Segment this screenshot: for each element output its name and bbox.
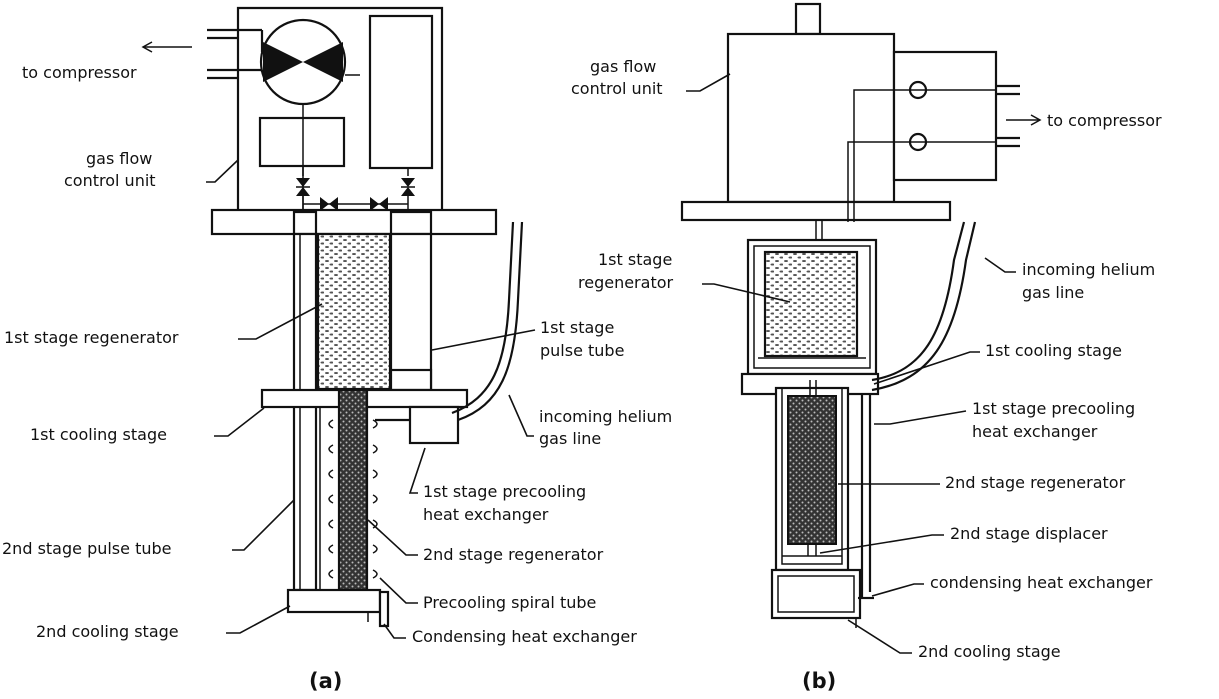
to-compressor-label: to compressor [1047,111,1162,130]
regenerator-1-b [763,250,859,358]
precooling-hx-1-label: heat exchanger [423,505,549,524]
precooling-hx-1-a [408,405,460,445]
condensing-hx-label: Condensing heat exchanger [412,627,637,646]
pulse-tube-1-a [389,232,433,391]
panel-a: to compressor gas flow control unit 1st … [2,6,672,693]
precooling-spiral-label: Precooling spiral tube [423,593,596,612]
rotary-valve-icon [259,18,347,106]
incoming-helium-label: incoming helium [1022,260,1155,279]
precooling-hx-1-label: 1st stage precooling [423,482,586,501]
panel-a-caption: (a) [309,669,342,693]
gas-flow-control-unit-label: control unit [64,171,156,190]
panel-b-caption: (b) [802,669,836,693]
gas-flow-control-unit-label: gas flow [86,149,152,168]
cooling-stage-2-label: 2nd cooling stage [918,642,1061,661]
cooling-stage-2-a [286,588,382,614]
regenerator-2-label: 2nd stage regenerator [945,473,1126,492]
gas-flow-control-unit-label: control unit [571,79,663,98]
pulse-tube-1-label: pulse tube [540,341,624,360]
regenerator-2-a [337,388,369,592]
displacer-label: 2nd stage displacer [950,524,1108,543]
cooling-stage-2-b [770,568,862,620]
pulse-tube-2-label: 2nd stage pulse tube [2,539,171,558]
pulse-tube-1-label: 1st stage [540,318,614,337]
regenerator-1-label: 1st stage regenerator [4,328,179,347]
regenerator-1-label: 1st stage [598,250,672,269]
valve-icon [296,178,310,196]
incoming-helium-label: gas line [539,429,601,448]
to-compressor-label: to compressor [22,63,137,82]
panel-b: gas flow control unit to compressor 1st … [571,2,1162,693]
gfcu-b-flange [680,200,952,222]
regenerator-2-b [787,395,837,545]
regenerator-1-label: regenerator [578,273,674,292]
valve-icon [401,178,415,196]
regenerator-1-a [316,232,392,391]
gfcu-a-housing [236,6,444,228]
cooling-stage-1-label: 1st cooling stage [985,341,1122,360]
precooling-hx-1-label: 1st stage precooling [972,399,1135,418]
regenerator-2-label: 2nd stage regenerator [423,545,604,564]
cooling-stage-1-label: 1st cooling stage [30,425,167,444]
gfcu-b-housing [726,32,896,204]
gfcu-b-side-box [892,50,998,182]
incoming-helium-label: gas line [1022,283,1084,302]
condensing-hx-a [378,590,390,628]
valve-icon [908,80,928,152]
valve-icon [320,197,338,211]
gfcu-a-base-flange [210,208,498,236]
reservoir-box-a [368,14,434,170]
condensing-hx-label: condensing heat exchanger [930,573,1153,592]
incoming-helium-label: incoming helium [539,407,672,426]
precooling-hx-1-label: heat exchanger [972,422,1098,441]
buffer-box-a [258,116,346,168]
cooling-stage-2-label: 2nd cooling stage [36,622,179,641]
precooling-spiral-icon [328,419,378,579]
pulse-tube-2-a [292,232,318,592]
gas-flow-control-unit-label: gas flow [590,57,656,76]
valve-icon [370,197,388,211]
